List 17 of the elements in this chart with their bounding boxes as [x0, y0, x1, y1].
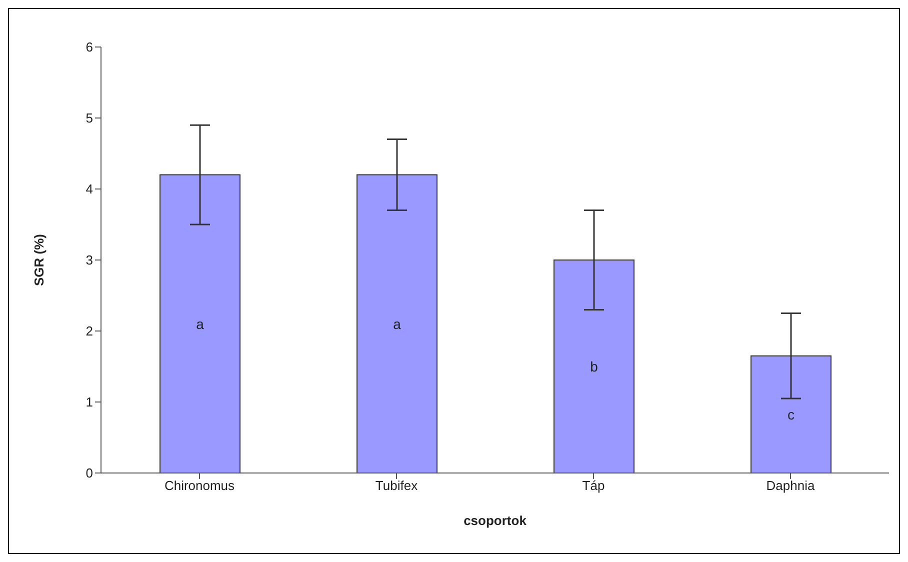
annotation: a: [393, 316, 402, 332]
y-tick-label: 0: [86, 466, 93, 481]
y-tick-label: 2: [86, 324, 93, 339]
y-axis-title: SGR (%): [32, 234, 47, 286]
annotation: a: [196, 316, 204, 332]
x-axis-title: csoportok: [464, 513, 528, 528]
x-tick-label: Tubifex: [375, 478, 418, 494]
y-tick-label: 4: [86, 182, 93, 197]
x-tick-label: Táp: [582, 478, 605, 494]
annotation: b: [590, 358, 598, 374]
y-tick-label: 1: [86, 394, 93, 410]
x-tick-label: Daphnia: [766, 478, 816, 494]
y-tick-label: 3: [86, 252, 93, 268]
annotation: c: [788, 406, 794, 422]
y-tick-label: 6: [86, 40, 93, 55]
y-tick-label: 5: [86, 110, 93, 126]
x-tick-label: Chironomus: [164, 478, 236, 494]
